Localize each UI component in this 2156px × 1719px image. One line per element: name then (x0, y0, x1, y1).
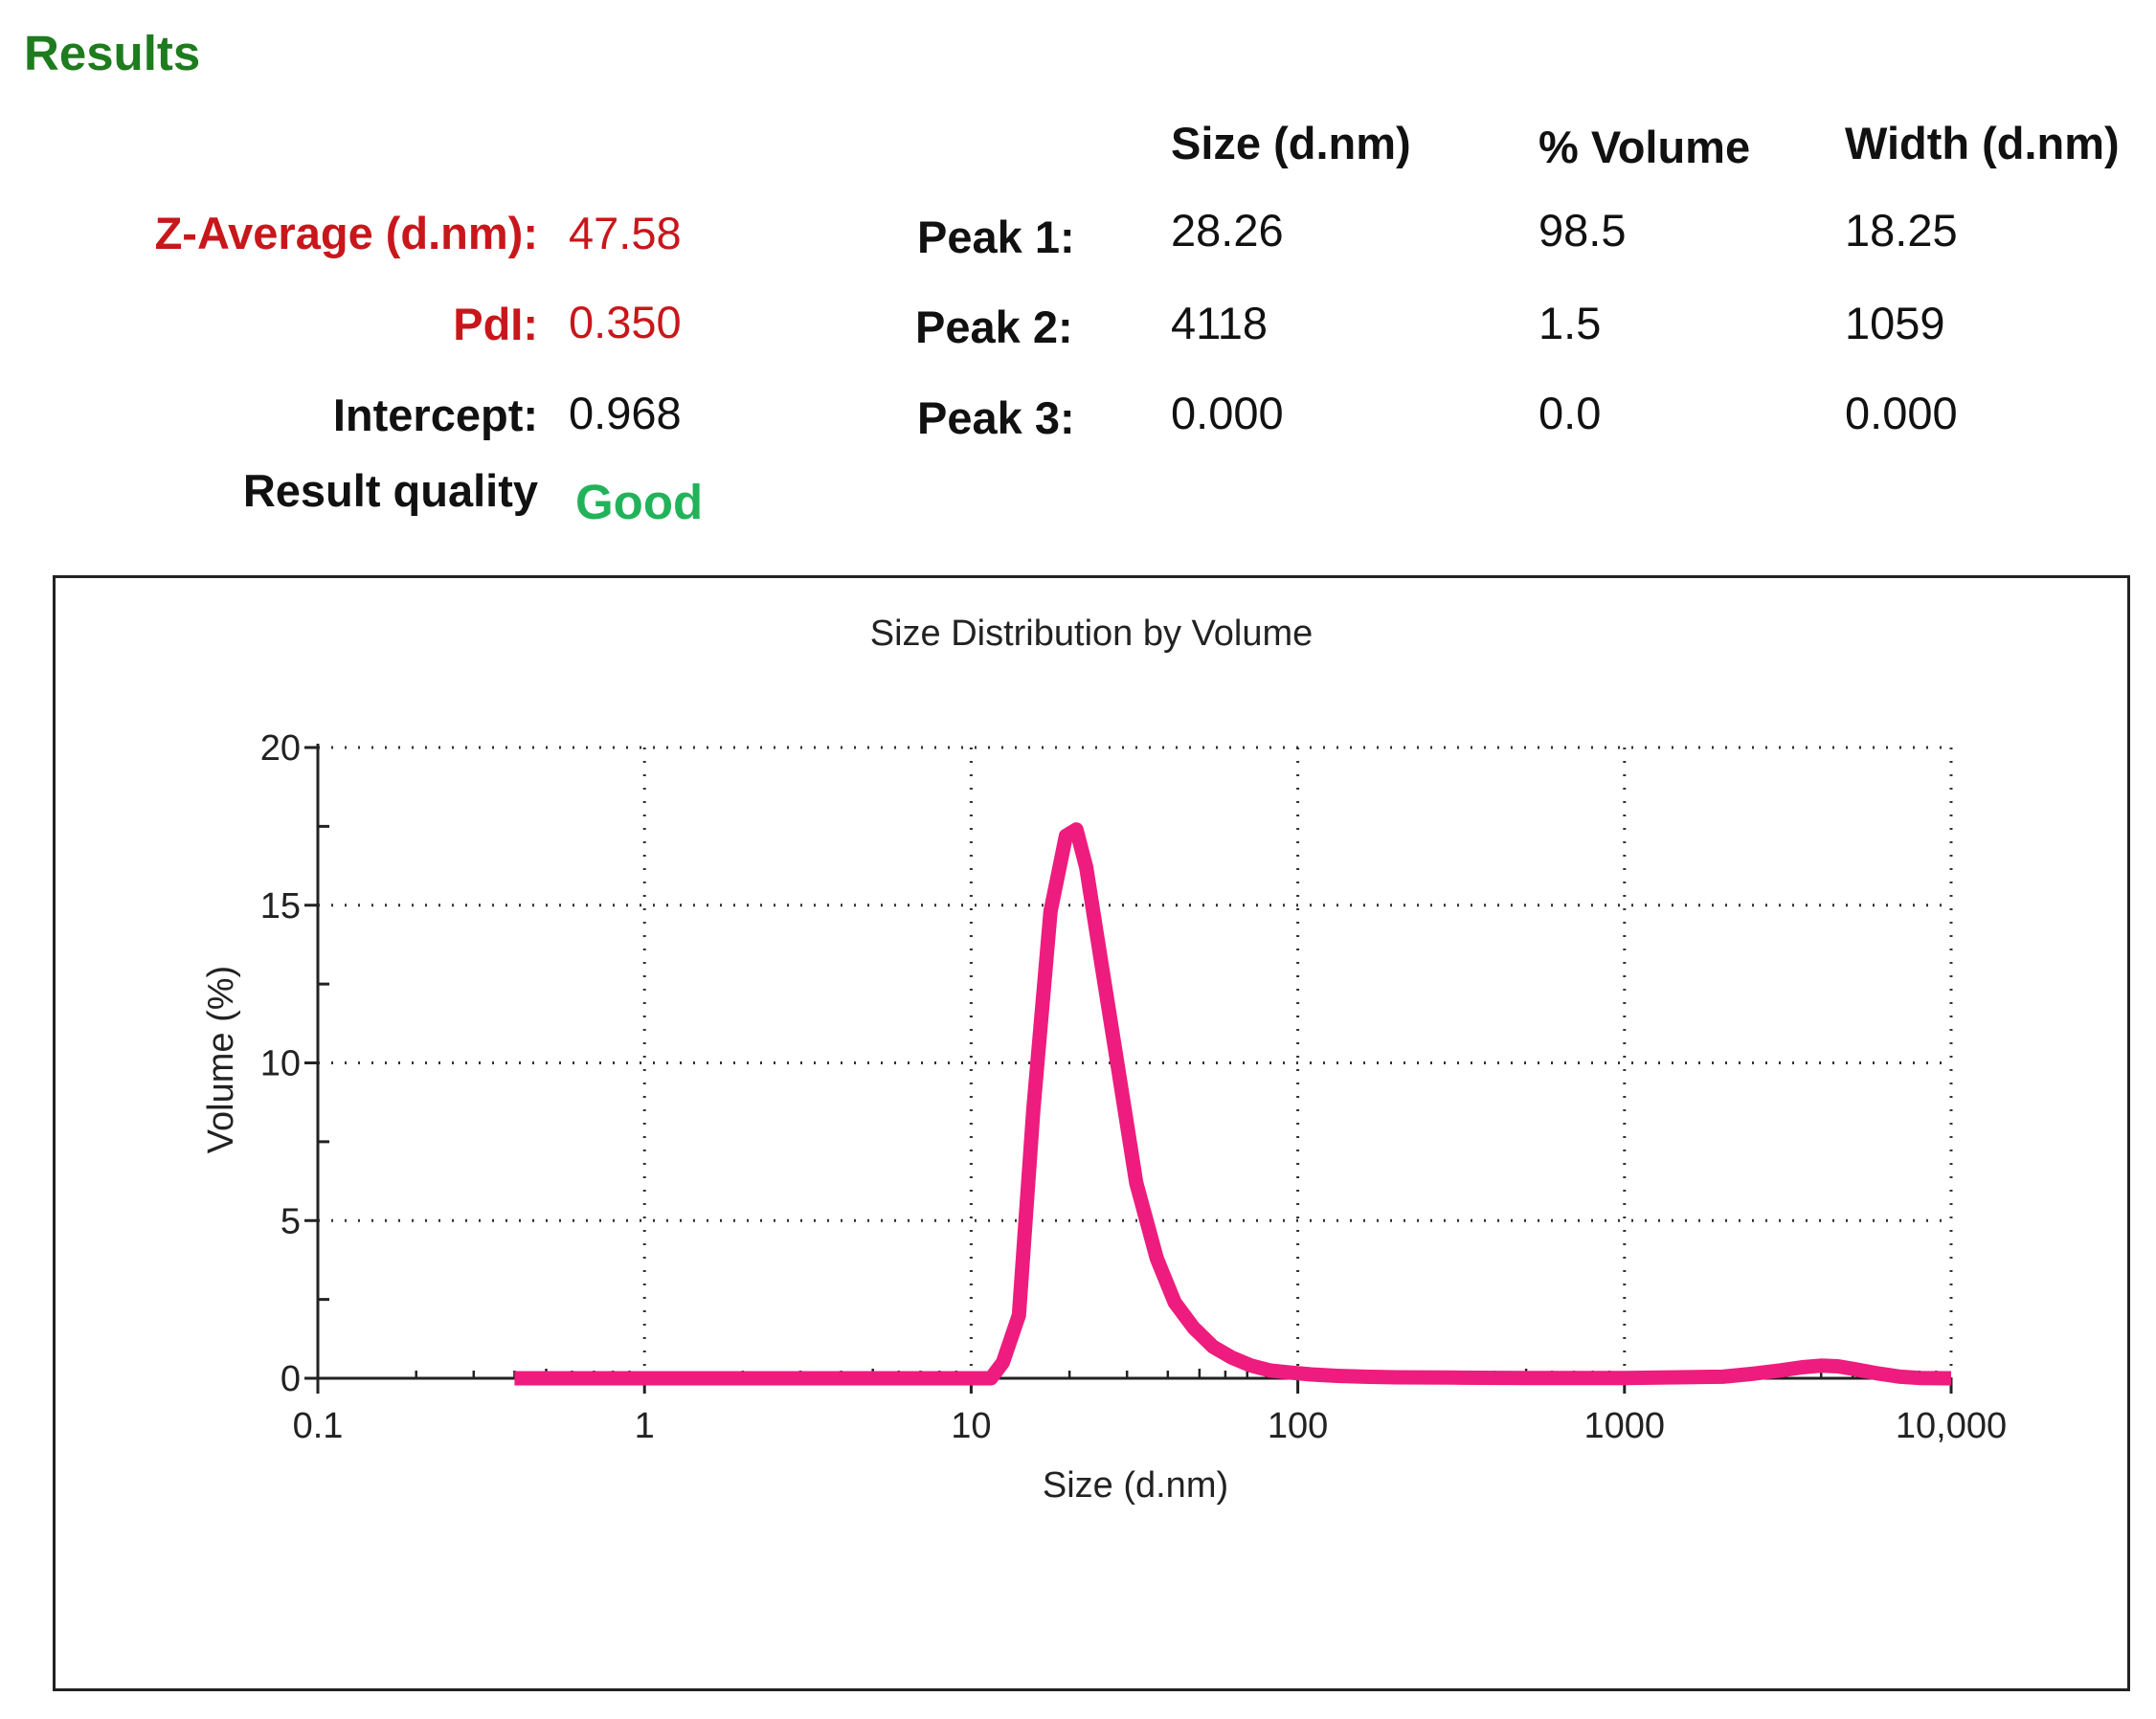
z-average-label: Z-Average (d.nm): (154, 208, 538, 258)
x-tick-label: 100 (1268, 1406, 1328, 1446)
volume-distribution-line (514, 822, 1952, 1386)
peak-1-width: 18.25 (1845, 205, 1958, 256)
x-tick-label: 0.1 (293, 1406, 344, 1446)
results-title: Results (24, 26, 201, 80)
peak-2-width: 1059 (1845, 298, 1945, 348)
intercept-label: Intercept: (332, 390, 538, 440)
peak-3-volume: 0.0 (1538, 388, 1602, 438)
peak-2-volume: 1.5 (1538, 298, 1602, 348)
axes-layer (304, 744, 1953, 1394)
result-quality-value: Good (575, 475, 704, 529)
peak-1-label: Peak 1: (917, 212, 1075, 262)
y-tick-label: 15 (260, 886, 301, 926)
tick-labels: 0 5 10 15 20 0.1 1 10 100 1000 10,000 (260, 728, 2007, 1446)
y-tick-label: 10 (260, 1044, 301, 1084)
x-tick-label: 1 (635, 1406, 655, 1446)
peak-2-label: Peak 2: (915, 301, 1073, 352)
header-size: Size (d.nm) (1171, 118, 1411, 168)
series-layer (514, 822, 1952, 1386)
peak-3-label: Peak 3: (917, 392, 1075, 443)
y-tick-label: 20 (260, 728, 301, 769)
peak-1-volume: 98.5 (1538, 205, 1627, 256)
peak-2-size: 4118 (1171, 298, 1269, 348)
peak-3-width: 0.000 (1845, 388, 1958, 438)
header-width: Width (d.nm) (1845, 118, 2120, 168)
result-quality-label: Result quality (242, 465, 538, 516)
y-axis-label: Volume (%) (201, 966, 241, 1153)
z-average-value: 47.58 (569, 208, 682, 258)
peak-1-size: 28.26 (1171, 205, 1284, 256)
x-axis-label: Size (d.nm) (1043, 1465, 1228, 1506)
chart-frame (53, 575, 2130, 1691)
grid-layer (318, 746, 1953, 1378)
chart-title: Size Distribution by Volume (870, 614, 1314, 654)
x-tick-label: 10,000 (1896, 1406, 2007, 1446)
peak-3-size: 0.000 (1171, 388, 1284, 438)
header-volume: % Volume (1538, 122, 1751, 172)
x-tick-label: 10 (951, 1406, 991, 1446)
y-tick-label: 5 (281, 1201, 301, 1241)
pdi-value: 0.350 (569, 297, 682, 347)
x-tick-label: 1000 (1584, 1406, 1666, 1446)
y-tick-label: 0 (281, 1359, 301, 1399)
intercept-value: 0.968 (569, 388, 682, 438)
pdi-label: PdI: (453, 299, 538, 349)
